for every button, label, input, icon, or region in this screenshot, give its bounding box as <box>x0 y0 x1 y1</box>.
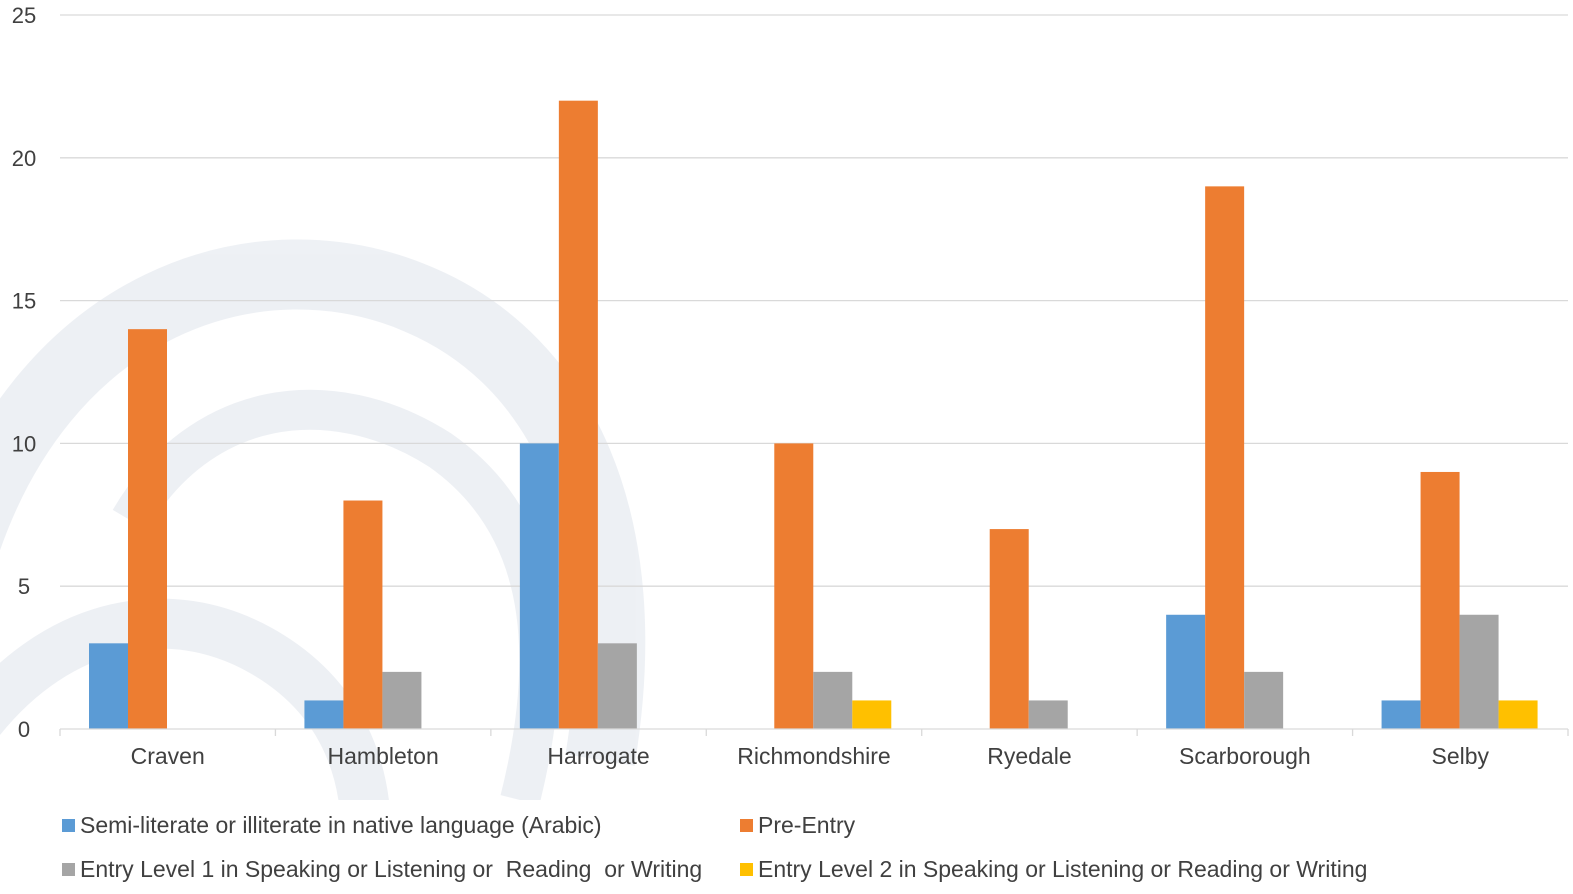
legend-label: Entry Level 2 in Speaking or Listening o… <box>758 856 1368 882</box>
legend-swatch <box>740 862 753 876</box>
bar <box>1166 614 1206 729</box>
bar <box>852 700 892 729</box>
bar <box>89 643 128 729</box>
x-tick-label: Hambleton <box>328 743 439 769</box>
y-tick-label: 5 <box>18 574 30 599</box>
legend-swatch <box>62 818 75 832</box>
legend-item-pre-entry: Pre-Entry <box>740 812 1440 838</box>
legend-item-semi-literate: Semi-literate or illiterate in native la… <box>62 812 740 838</box>
bar <box>128 329 167 729</box>
bar <box>774 443 814 729</box>
bar <box>304 700 344 729</box>
bar <box>382 671 422 729</box>
legend-item-entry-level-1: Entry Level 1 in Speaking or Listening o… <box>62 856 740 882</box>
y-tick-label: 20 <box>12 146 36 171</box>
bar <box>343 500 383 729</box>
x-tick-label: Harrogate <box>547 743 649 769</box>
y-tick-label: 15 <box>12 289 36 314</box>
legend-swatch <box>62 862 75 876</box>
y-tick-label: 25 <box>12 3 36 28</box>
bar <box>1028 700 1068 729</box>
bar <box>1459 614 1499 729</box>
bar <box>519 443 559 729</box>
bar <box>813 671 853 729</box>
bar <box>989 529 1029 729</box>
x-tick-label: Scarborough <box>1179 743 1311 769</box>
y-gridlines <box>60 14 1568 587</box>
bar <box>597 643 637 729</box>
legend-item-entry-level-2: Entry Level 2 in Speaking or Listening o… <box>740 856 1440 882</box>
legend: Semi-literate or illiterate in native la… <box>62 812 1482 882</box>
x-axis: Craven Hambleton Harrogate Richmondshire Rye… <box>59 728 1569 769</box>
bar <box>1205 186 1245 730</box>
bar <box>1498 700 1538 729</box>
x-tick-label: Craven <box>131 743 205 769</box>
y-tick-label: 0 <box>18 717 30 742</box>
bar-chart: 0 5 10 15 20 25 Craven Hambleton Harrogate Richm… <box>0 3 1569 800</box>
x-tick-label: Richmondshire <box>737 743 890 769</box>
legend-swatch <box>740 818 753 832</box>
bars <box>89 100 1538 730</box>
bar <box>1420 471 1460 729</box>
y-tick-label: 10 <box>12 431 36 456</box>
legend-label: Entry Level 1 in Speaking or Listening o… <box>80 856 703 882</box>
legend-label: Semi-literate or illiterate in native la… <box>80 812 602 838</box>
bar <box>1244 671 1284 729</box>
x-tick-label: Ryedale <box>987 743 1071 769</box>
bar <box>1381 700 1421 729</box>
bar <box>558 100 598 730</box>
legend-label: Pre-Entry <box>758 812 856 838</box>
y-tick-labels: 0 5 10 15 20 25 <box>12 3 36 742</box>
x-tick-label: Selby <box>1432 743 1490 769</box>
